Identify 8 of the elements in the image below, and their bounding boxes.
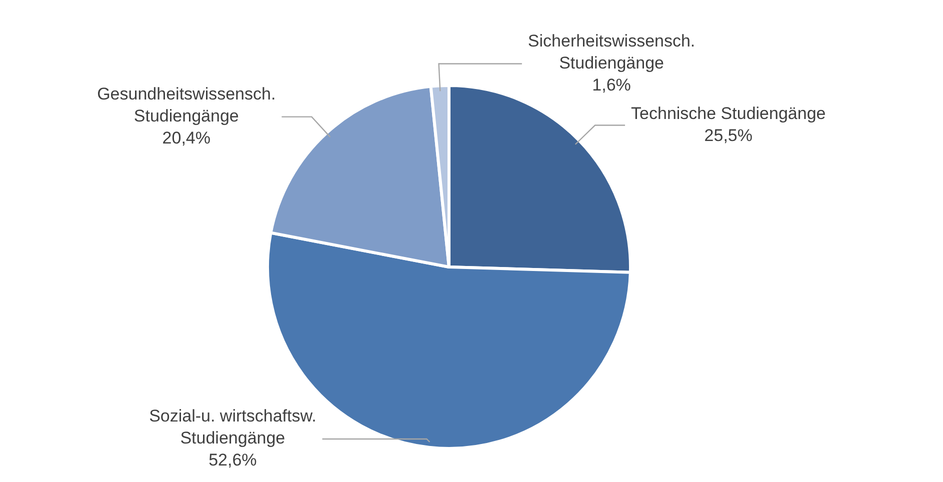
- slice-label: Sicherheitswissensch. Studiengänge: [528, 31, 696, 72]
- data-label: 1,6%: [592, 75, 631, 94]
- slice-label: Technische Studiengänge: [631, 104, 826, 123]
- data-label: 52,6%: [208, 450, 257, 470]
- slice-label: Sozial-u. wirtschaftsw. Studiengänge: [149, 406, 316, 448]
- slice-label: Gesundheitswissensch. Studiengänge: [97, 84, 276, 126]
- data-label: 25,5%: [704, 126, 752, 145]
- data-label: 20,4%: [162, 128, 210, 148]
